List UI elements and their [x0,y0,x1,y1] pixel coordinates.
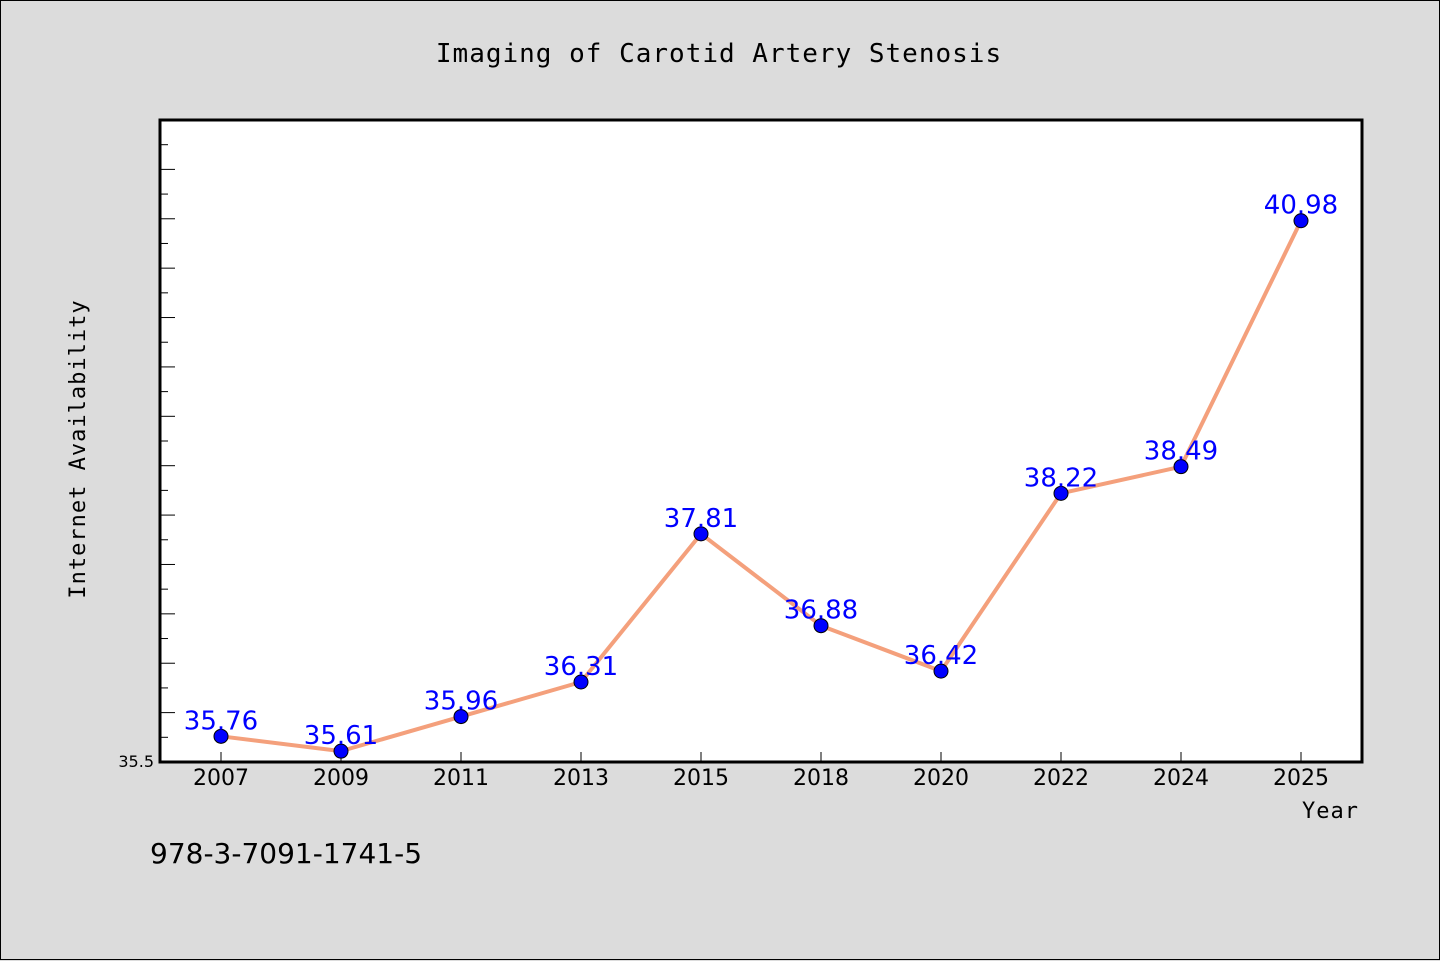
x-axis-label: Year [1302,799,1359,824]
data-label: 35.96 [424,687,498,717]
data-point [1293,213,1309,229]
data-point [1053,485,1069,501]
data-label: 40.98 [1264,191,1338,221]
x-tick-label: 2007 [193,766,249,791]
data-point [933,663,949,679]
data-label: 36.42 [904,641,978,671]
data-label: 36.31 [544,652,618,682]
x-tick-label: 2009 [313,766,369,791]
y-axis-min-label: 35.5 [118,752,154,771]
x-tick-label: 2020 [913,766,969,791]
data-point [693,526,709,542]
y-axis-label: Internet Availability [66,299,91,598]
data-labels: 35.76 35.61 35.96 36.31 37.81 36.88 36.42 38.22… [184,191,1338,751]
x-tick-label: 2022 [1033,766,1089,791]
data-label: 38.49 [1144,437,1218,467]
x-tick-label: 2013 [553,766,609,791]
data-point [333,743,349,759]
x-tick-label: 2024 [1153,766,1209,791]
chart-title: Imaging of Carotid Artery Stenosis [436,39,1002,69]
x-axis-tick-labels: 2007 2009 2011 2013 2015 2018 2020 2022 2024 2025 [193,766,1329,791]
x-tick-label: 2015 [673,766,729,791]
series-line [219,218,1303,754]
data-markers [213,213,1309,759]
plot-area [158,118,1364,764]
data-label: 38.22 [1024,463,1098,493]
data-label: 36.88 [784,596,858,626]
x-tick-label: 2011 [433,766,489,791]
data-label: 35.61 [304,721,378,751]
data-label: 35.76 [184,706,258,736]
data-label: 37.81 [664,504,738,534]
data-point [213,728,229,744]
x-tick-label: 2018 [793,766,849,791]
y-axis-ticks [160,144,175,763]
data-point [813,618,829,634]
isbn-text: 978-3-7091-1741-5 [150,837,422,870]
data-point [573,674,589,690]
data-point [1173,459,1189,475]
data-point [453,709,469,725]
x-tick-label: 2025 [1273,766,1329,791]
